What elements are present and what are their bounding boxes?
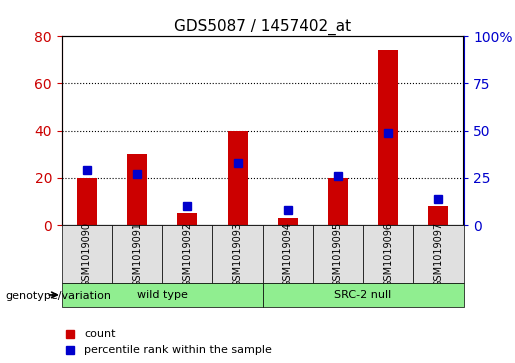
Text: GSM1019092: GSM1019092 bbox=[182, 221, 192, 287]
Text: GSM1019096: GSM1019096 bbox=[383, 221, 393, 287]
Title: GDS5087 / 1457402_at: GDS5087 / 1457402_at bbox=[174, 19, 351, 35]
FancyBboxPatch shape bbox=[162, 225, 212, 283]
Text: GSM1019090: GSM1019090 bbox=[82, 221, 92, 287]
Text: GSM1019097: GSM1019097 bbox=[434, 221, 443, 287]
FancyBboxPatch shape bbox=[112, 225, 162, 283]
Bar bbox=[378, 50, 398, 225]
Text: GSM1019091: GSM1019091 bbox=[132, 221, 142, 287]
FancyBboxPatch shape bbox=[62, 283, 263, 307]
Bar bbox=[228, 131, 248, 225]
Text: SRC-2 null: SRC-2 null bbox=[334, 290, 392, 300]
FancyBboxPatch shape bbox=[363, 225, 413, 283]
FancyBboxPatch shape bbox=[313, 225, 363, 283]
Text: GSM1019093: GSM1019093 bbox=[233, 221, 243, 287]
FancyBboxPatch shape bbox=[413, 225, 464, 283]
Text: percentile rank within the sample: percentile rank within the sample bbox=[84, 345, 272, 355]
Text: wild type: wild type bbox=[137, 290, 187, 300]
Text: GSM1019094: GSM1019094 bbox=[283, 221, 293, 287]
Text: genotype/variation: genotype/variation bbox=[5, 291, 111, 301]
Bar bbox=[77, 178, 97, 225]
Text: GSM1019095: GSM1019095 bbox=[333, 221, 343, 287]
FancyBboxPatch shape bbox=[263, 225, 313, 283]
FancyBboxPatch shape bbox=[62, 225, 112, 283]
Bar bbox=[177, 213, 197, 225]
Bar bbox=[127, 154, 147, 225]
FancyBboxPatch shape bbox=[263, 283, 464, 307]
Bar bbox=[428, 206, 449, 225]
Bar bbox=[278, 218, 298, 225]
FancyBboxPatch shape bbox=[212, 225, 263, 283]
Bar bbox=[328, 178, 348, 225]
Text: count: count bbox=[84, 329, 115, 339]
